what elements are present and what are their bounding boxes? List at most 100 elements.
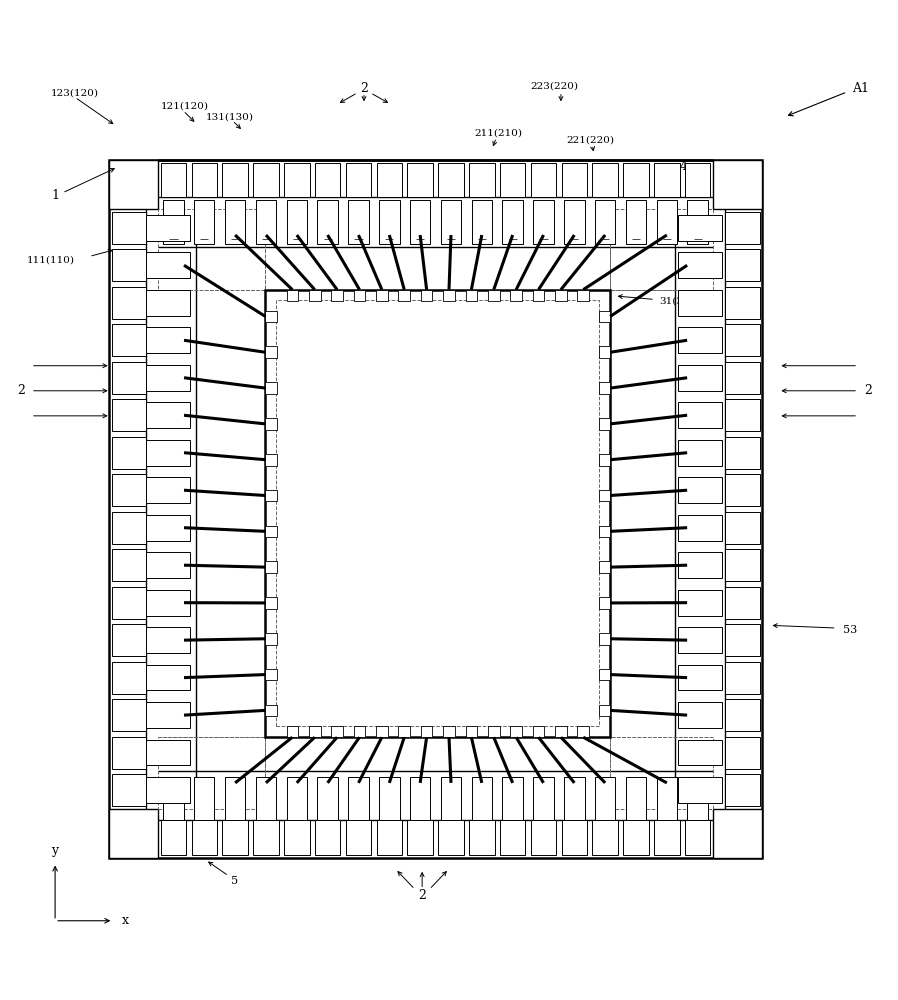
Bar xyxy=(561,820,587,855)
Bar xyxy=(146,215,190,241)
Bar xyxy=(111,512,146,544)
Bar xyxy=(725,549,760,581)
Text: 211(210): 211(210) xyxy=(474,128,523,137)
Bar xyxy=(531,163,556,197)
Bar xyxy=(593,163,618,197)
Text: 111(110): 111(110) xyxy=(26,256,75,265)
Bar xyxy=(318,777,338,820)
Bar xyxy=(678,590,722,616)
Bar xyxy=(598,705,610,716)
Bar xyxy=(408,163,433,197)
Bar xyxy=(315,163,340,197)
Bar xyxy=(503,200,523,244)
Bar xyxy=(309,726,321,737)
Bar xyxy=(598,597,610,609)
Bar xyxy=(146,590,190,616)
Bar xyxy=(471,200,492,244)
Bar xyxy=(488,290,499,301)
Bar xyxy=(266,418,277,430)
Text: 1: 1 xyxy=(51,189,59,202)
Bar xyxy=(146,365,190,391)
Bar xyxy=(318,200,338,244)
Bar xyxy=(438,820,463,855)
Bar xyxy=(111,437,146,469)
Bar xyxy=(577,290,589,301)
Bar xyxy=(146,702,190,728)
Bar xyxy=(598,490,610,501)
Text: 221(220): 221(220) xyxy=(567,136,614,145)
Text: 53: 53 xyxy=(843,625,858,635)
Bar xyxy=(678,777,722,803)
Bar xyxy=(610,737,713,809)
Bar xyxy=(465,290,477,301)
Bar xyxy=(500,163,525,197)
Text: 5: 5 xyxy=(231,876,238,886)
Bar xyxy=(623,820,648,855)
Bar xyxy=(399,726,410,737)
Bar xyxy=(678,702,722,728)
Bar xyxy=(725,324,760,356)
Bar xyxy=(376,820,402,855)
Bar xyxy=(111,549,146,581)
Bar xyxy=(713,809,762,858)
Bar xyxy=(266,561,277,573)
Bar xyxy=(564,200,585,244)
Bar xyxy=(223,163,248,197)
Bar xyxy=(654,820,680,855)
Bar xyxy=(678,552,722,578)
Bar xyxy=(109,160,158,209)
Bar xyxy=(277,300,599,726)
Bar xyxy=(111,249,146,281)
Bar xyxy=(109,809,158,858)
Bar xyxy=(725,437,760,469)
Bar xyxy=(346,163,371,197)
Bar xyxy=(623,163,648,197)
Bar xyxy=(191,820,217,855)
Bar xyxy=(354,290,365,301)
Bar xyxy=(688,200,708,244)
Text: 223(220): 223(220) xyxy=(531,82,578,91)
Bar xyxy=(488,726,499,737)
Bar xyxy=(561,163,587,197)
Bar xyxy=(688,777,708,820)
Bar xyxy=(315,820,340,855)
Text: 2: 2 xyxy=(864,384,872,397)
Bar xyxy=(421,290,433,301)
Bar xyxy=(266,490,277,501)
Bar xyxy=(533,726,544,737)
Bar xyxy=(163,777,184,820)
Bar xyxy=(533,290,544,301)
Bar xyxy=(678,740,722,765)
Bar xyxy=(725,512,760,544)
Bar xyxy=(266,454,277,466)
Bar xyxy=(146,402,190,428)
Bar xyxy=(725,699,760,731)
Bar xyxy=(725,774,760,806)
Bar xyxy=(598,669,610,680)
Bar xyxy=(399,290,410,301)
Bar xyxy=(410,777,430,820)
Bar xyxy=(111,212,146,244)
Bar xyxy=(500,820,525,855)
Bar xyxy=(158,737,266,809)
Bar xyxy=(376,726,388,737)
Bar xyxy=(266,597,277,609)
Bar xyxy=(354,726,365,737)
Bar xyxy=(111,624,146,656)
Bar xyxy=(348,777,369,820)
Bar xyxy=(284,820,310,855)
Bar xyxy=(503,777,523,820)
Bar xyxy=(109,160,762,858)
Bar xyxy=(376,290,388,301)
Bar xyxy=(191,163,217,197)
Bar xyxy=(685,820,710,855)
Bar xyxy=(465,726,477,737)
Bar xyxy=(253,820,278,855)
Bar xyxy=(161,163,186,197)
Bar xyxy=(678,327,722,353)
Bar xyxy=(266,382,277,394)
Bar xyxy=(598,561,610,573)
Bar xyxy=(564,777,585,820)
Bar xyxy=(161,820,186,855)
Bar xyxy=(146,290,190,316)
